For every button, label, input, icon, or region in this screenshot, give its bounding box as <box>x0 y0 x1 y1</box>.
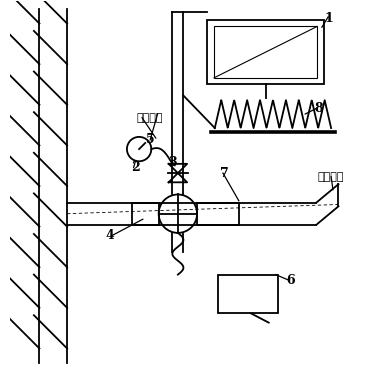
Bar <box>132 203 159 225</box>
Text: 8: 8 <box>314 102 322 115</box>
Text: 3: 3 <box>168 155 177 169</box>
Text: 放矿支管: 放矿支管 <box>318 172 344 182</box>
Bar <box>207 20 324 84</box>
Text: 6: 6 <box>286 274 295 287</box>
Text: 1: 1 <box>325 12 334 25</box>
Text: 2: 2 <box>131 161 140 174</box>
Text: 5: 5 <box>146 133 154 146</box>
Text: 放矿主管: 放矿主管 <box>137 113 163 123</box>
Bar <box>214 26 317 78</box>
Bar <box>197 203 239 225</box>
Text: 4: 4 <box>105 230 114 242</box>
Text: 7: 7 <box>220 167 228 180</box>
Bar <box>219 275 278 313</box>
